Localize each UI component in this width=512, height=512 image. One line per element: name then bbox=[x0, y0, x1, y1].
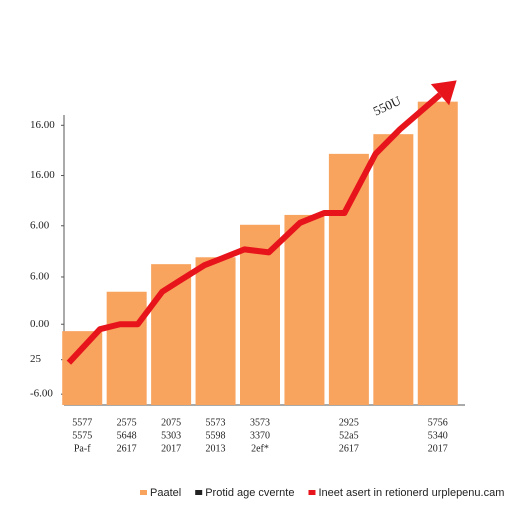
x-tick-label: 5598 bbox=[206, 430, 226, 441]
trend-line bbox=[66, 92, 442, 365]
y-tick-label: 6.00 bbox=[30, 271, 50, 283]
legend-label: Ineet asert in retionerd urplepenu.cam bbox=[318, 487, 504, 499]
legend-swatch bbox=[140, 490, 147, 495]
legend-swatch bbox=[195, 490, 203, 495]
bar bbox=[106, 291, 147, 405]
bar bbox=[328, 153, 369, 405]
x-tick-label: Pa-f bbox=[74, 443, 91, 454]
x-tick-label: 2575 bbox=[117, 417, 137, 428]
x-tick-label: 5577 bbox=[72, 417, 92, 428]
x-tick-label: 2925 bbox=[339, 417, 359, 428]
y-tick-label: -6.00 bbox=[30, 388, 53, 400]
arrow-head bbox=[430, 80, 457, 106]
y-tick-label: 25 bbox=[30, 353, 42, 365]
legend-swatch bbox=[308, 490, 316, 495]
bar bbox=[62, 331, 103, 405]
x-tick-label: 2017 bbox=[428, 443, 448, 454]
x-tick-label: 3573 bbox=[250, 417, 270, 428]
bar bbox=[240, 224, 280, 405]
x-tick-label: 2617 bbox=[117, 443, 137, 454]
x-tick-label: 3370 bbox=[250, 430, 270, 441]
x-tick-label: 5756 bbox=[428, 417, 448, 428]
x-tick-label: 2617 bbox=[339, 443, 359, 454]
x-tick-label: 2013 bbox=[206, 443, 226, 454]
x-tick-label: 5648 bbox=[117, 430, 137, 441]
x-tick-label: 5575 bbox=[72, 430, 92, 441]
x-tick-label: 5573 bbox=[206, 417, 226, 428]
y-tick-label: 16.00 bbox=[30, 119, 55, 131]
x-tick-label: 2075 bbox=[161, 417, 181, 428]
legend-label: Protid age cvernte bbox=[205, 487, 294, 499]
y-tick-label: 6.00 bbox=[30, 219, 50, 231]
x-tick-label: 2017 bbox=[161, 443, 181, 454]
annotation: 550U bbox=[371, 93, 404, 119]
bar bbox=[417, 101, 458, 406]
y-tick-label: 16.00 bbox=[30, 169, 55, 181]
bar bbox=[195, 257, 236, 405]
bar bbox=[373, 134, 414, 405]
x-tick-label: 2ef* bbox=[251, 443, 269, 454]
bar bbox=[284, 214, 325, 405]
legend-label: Paatel bbox=[150, 487, 181, 499]
x-tick-label: 52a5 bbox=[339, 430, 358, 441]
x-tick-label: 5303 bbox=[161, 430, 181, 441]
y-tick-label: 0.00 bbox=[30, 318, 50, 330]
x-tick-label: 5340 bbox=[428, 430, 448, 441]
